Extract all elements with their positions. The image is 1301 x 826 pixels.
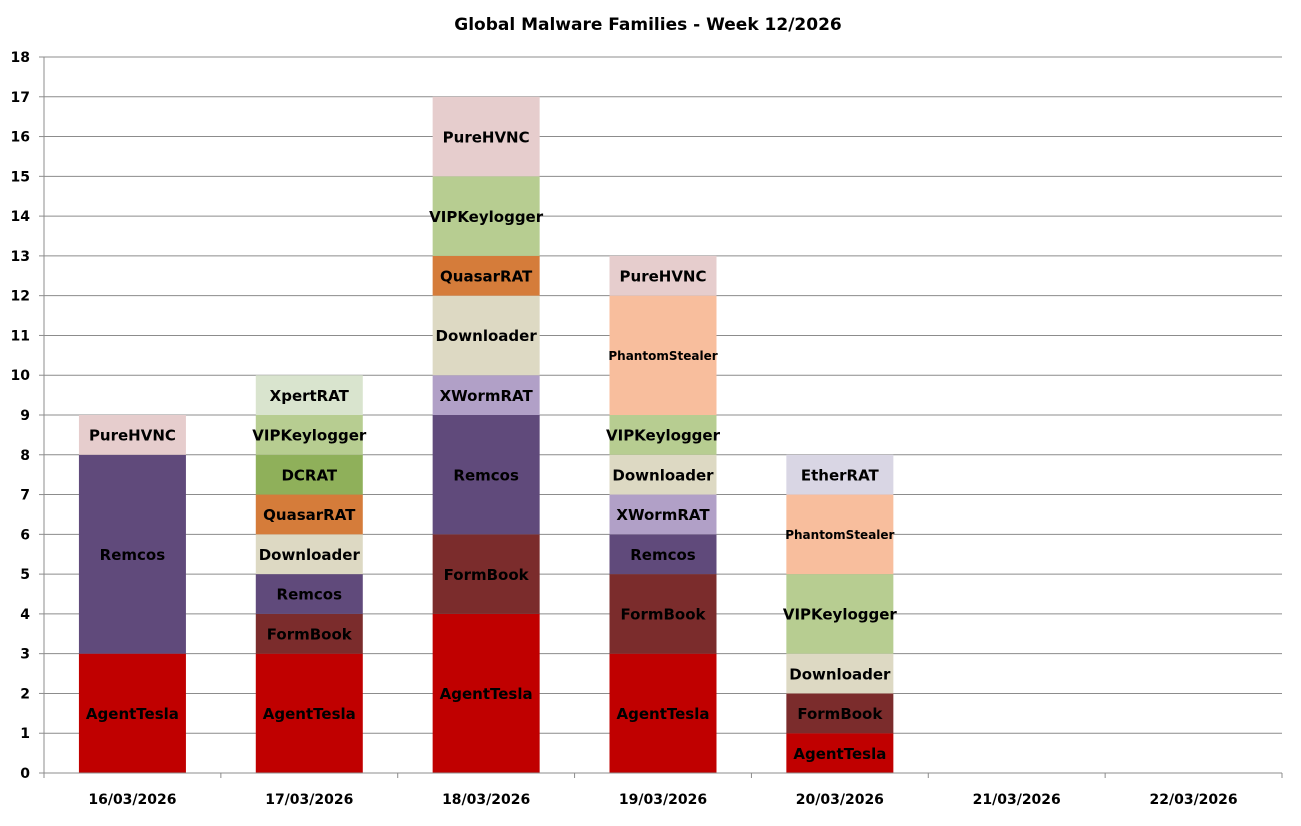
x-tick-labels: 16/03/2026 17/03/2026 18/03/2026 19/03/2026… bbox=[88, 792, 1237, 808]
x-tick-label: 17/03/2026 bbox=[265, 792, 353, 808]
data-label: Remcos bbox=[453, 466, 519, 484]
bar-segment-xpertrat bbox=[255, 375, 363, 415]
bar-segment-purehvnc bbox=[432, 96, 540, 177]
y-tick-label: 13 bbox=[11, 249, 30, 265]
data-label: Downloader bbox=[259, 546, 361, 564]
bar-segment-quasarrat bbox=[255, 494, 363, 535]
bar-segment-xwormrat bbox=[609, 494, 717, 535]
data-label: Downloader bbox=[789, 665, 891, 683]
bar-segment-formbook bbox=[609, 574, 717, 654]
bar-segment-vipkeylogger bbox=[432, 176, 540, 256]
data-label: VIPKeylogger bbox=[606, 427, 721, 445]
bar-segment-downloader bbox=[786, 653, 894, 694]
x-tick-label: 16/03/2026 bbox=[88, 792, 176, 808]
y-tick-label: 11 bbox=[11, 328, 30, 344]
bars: AgentTesla Remcos PureHVNC AgentTesla FormBo… bbox=[78, 96, 898, 773]
bar-segment-downloader bbox=[255, 534, 363, 575]
data-label: XWormRAT bbox=[440, 387, 534, 405]
data-label: PureHVNC bbox=[89, 427, 176, 445]
chart-title: Global Malware Families - Week 12/2026 bbox=[454, 15, 842, 35]
data-label: Remcos bbox=[100, 546, 166, 564]
axes bbox=[39, 56, 1283, 778]
data-label: QuasarRAT bbox=[440, 267, 533, 285]
x-tick-label: 20/03/2026 bbox=[796, 792, 884, 808]
data-label: DCRAT bbox=[281, 466, 337, 484]
bar-segment-purehvnc bbox=[609, 255, 717, 296]
bar-segment-formbook bbox=[255, 613, 363, 654]
data-label: XWormRAT bbox=[616, 506, 710, 524]
bar-segment-downloader bbox=[432, 295, 540, 376]
y-tick-label: 6 bbox=[20, 527, 30, 543]
data-label: Downloader bbox=[612, 466, 714, 484]
bar-segment-purehvnc bbox=[78, 415, 186, 455]
y-tick-label: 12 bbox=[11, 289, 30, 305]
bar-segment-downloader bbox=[609, 454, 717, 495]
bar-segment-agenttesla bbox=[78, 653, 186, 773]
bar-segment-quasarrat bbox=[432, 255, 540, 296]
data-label: AgentTesla bbox=[263, 705, 356, 723]
bar-segment-remcos bbox=[78, 454, 186, 654]
data-label: VIPKeylogger bbox=[429, 208, 544, 226]
y-tick-label: 16 bbox=[11, 130, 30, 146]
data-label: PureHVNC bbox=[443, 128, 530, 146]
x-tick-label: 22/03/2026 bbox=[1149, 792, 1237, 808]
bar-segment-vipkeylogger bbox=[609, 415, 717, 455]
x-tick-label: 18/03/2026 bbox=[442, 792, 530, 808]
bar-segment-agenttesla bbox=[786, 733, 894, 773]
y-tick-label: 3 bbox=[20, 647, 30, 663]
data-label: PureHVNC bbox=[620, 267, 707, 285]
data-label: AgentTesla bbox=[440, 685, 533, 703]
y-tick-label: 1 bbox=[20, 726, 30, 742]
data-label: AgentTesla bbox=[617, 705, 710, 723]
x-tick-label: 19/03/2026 bbox=[619, 792, 707, 808]
y-tick-label: 10 bbox=[11, 368, 31, 384]
data-label: VIPKeylogger bbox=[783, 606, 898, 624]
bar-segment-vipkeylogger bbox=[255, 415, 363, 455]
y-tick-label: 2 bbox=[20, 686, 30, 702]
bar-segment-formbook bbox=[432, 534, 540, 614]
bar-segment-remcos bbox=[609, 534, 717, 575]
data-label: XpertRAT bbox=[270, 387, 350, 405]
y-tick-label: 14 bbox=[11, 209, 31, 225]
bar-segment-xwormrat bbox=[432, 375, 540, 415]
bar-segment-dcrat bbox=[255, 454, 363, 495]
data-label: FormBook bbox=[621, 606, 707, 624]
bar-segment-agenttesla bbox=[609, 653, 717, 773]
x-tick-label: 21/03/2026 bbox=[973, 792, 1061, 808]
bar-segment-etherrat bbox=[786, 454, 894, 495]
bar-segment-vipkeylogger bbox=[786, 574, 894, 654]
data-label: PhantomStealer bbox=[785, 528, 894, 542]
data-label: PhantomStealer bbox=[608, 349, 717, 363]
y-tick-label: 9 bbox=[20, 408, 30, 424]
data-label: Remcos bbox=[277, 586, 343, 604]
data-label: FormBook bbox=[267, 625, 353, 643]
y-tick-label: 4 bbox=[20, 607, 30, 623]
data-label: AgentTesla bbox=[793, 745, 886, 763]
data-label: Remcos bbox=[630, 546, 696, 564]
data-label: AgentTesla bbox=[86, 705, 179, 723]
data-label: FormBook bbox=[444, 566, 530, 584]
bar-segment-formbook bbox=[786, 693, 894, 734]
y-tick-label: 15 bbox=[11, 169, 30, 185]
bar-segment-remcos bbox=[432, 415, 540, 535]
data-label: QuasarRAT bbox=[263, 506, 356, 524]
y-tick-label: 8 bbox=[20, 448, 30, 464]
bar-segment-agenttesla bbox=[255, 653, 363, 773]
bar-segment-phantomstealer bbox=[609, 295, 717, 415]
y-tick-label: 0 bbox=[20, 766, 30, 782]
data-label: FormBook bbox=[797, 705, 883, 723]
data-label: VIPKeylogger bbox=[252, 427, 367, 445]
data-label: Downloader bbox=[436, 327, 538, 345]
bar-segment-remcos bbox=[255, 574, 363, 614]
y-tick-label: 5 bbox=[20, 567, 30, 583]
data-label: EtherRAT bbox=[801, 466, 880, 484]
y-tick-label: 17 bbox=[11, 90, 30, 106]
y-tick-label: 7 bbox=[20, 488, 30, 504]
y-tick-label: 18 bbox=[11, 50, 30, 66]
bar-segment-phantomstealer bbox=[786, 494, 894, 575]
bar-segment-agenttesla bbox=[432, 613, 540, 773]
